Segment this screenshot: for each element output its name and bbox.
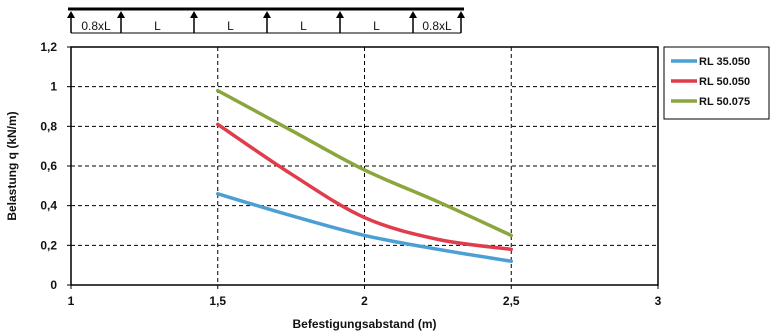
legend-label-3: RL 50.075 [699, 96, 750, 108]
grid [71, 47, 658, 285]
legend-box [663, 46, 770, 120]
support-arrowhead [409, 11, 417, 18]
span-label: L [227, 19, 234, 33]
y-tick-label: 0,8 [40, 119, 57, 133]
x-tick-label: 1 [68, 294, 75, 308]
series-line-2 [216, 122, 513, 252]
support-arrowhead [336, 11, 344, 18]
x-tick-label: 2 [361, 294, 368, 308]
support-arrowhead [457, 11, 465, 18]
legend-label-2: RL 50.050 [699, 76, 750, 88]
span-label: L [373, 19, 380, 33]
span-label: 0.8xL [81, 19, 111, 33]
support-arrowhead [190, 11, 198, 18]
legend: RL 35.050 RL 50.050 RL 50.075 [663, 46, 770, 120]
x-tick-label: 1,5 [209, 294, 226, 308]
y-tick-label: 0 [50, 278, 57, 292]
series-lines [216, 88, 513, 263]
x-axis-title: Befestigungsabstand (m) [292, 317, 436, 331]
y-tick-label: 0,4 [40, 199, 57, 213]
x-tick-label: 2,5 [503, 294, 520, 308]
y-tick-label: 0,6 [40, 159, 57, 173]
tick-labels: 0 0,2 0,4 0,6 0,8 1 1,2 1 1,5 2 2,5 3 [40, 40, 661, 308]
series-line-1 [216, 192, 513, 263]
support-arrowhead [67, 11, 75, 18]
span-label: L [154, 19, 161, 33]
support-arrowhead [263, 11, 271, 18]
span-label: 0.8xL [422, 19, 452, 33]
span-label: L [300, 19, 307, 33]
beam-diagram: 0.8xL L L L L 0.8xL [67, 7, 465, 34]
x-tick-label: 3 [655, 294, 662, 308]
y-axis-title: Belastung q (kN/m) [5, 111, 19, 220]
y-tick-label: 0,2 [40, 238, 57, 252]
support-arrowhead [117, 11, 125, 18]
series-line-3 [216, 88, 513, 238]
legend-label-1: RL 35.050 [699, 56, 750, 68]
y-tick-label: 1 [50, 80, 57, 94]
y-tick-label: 1,2 [40, 40, 57, 54]
